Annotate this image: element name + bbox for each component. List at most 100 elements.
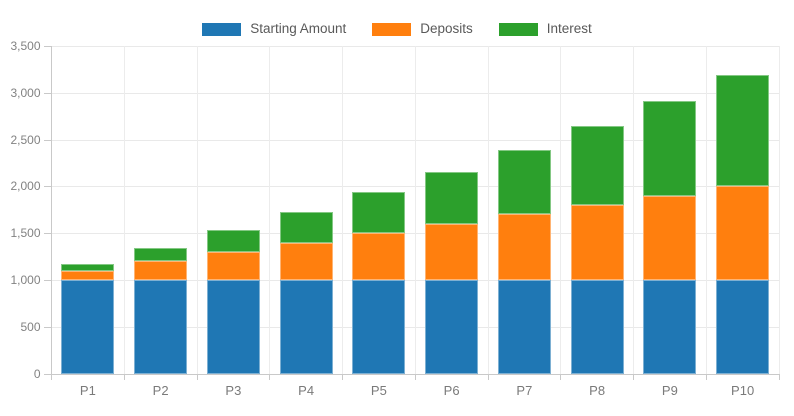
x-axis-tick [123,373,125,380]
bar-segment-p2-deposits[interactable] [134,261,188,280]
y-axis-tick [43,326,51,328]
x-axis-tick [487,373,489,380]
bar-segment-p8-starting-amount[interactable] [570,279,624,374]
x-gridline [487,46,489,374]
legend-swatch-interest [498,22,538,36]
y-axis-label: 0 [33,366,41,381]
bar-segment-p7-deposits[interactable] [497,214,551,280]
chart-legend: Starting Amount Deposits Interest [0,22,794,36]
bar-stack-p6 [425,171,479,374]
y-axis-label: 3,000 [10,85,41,100]
bar-segment-p10-deposits[interactable] [716,186,770,280]
bar-segment-p1-interest[interactable] [61,264,115,271]
y-axis-label: 2,000 [10,179,41,194]
x-gridline [705,46,707,374]
bar-stack-p5 [352,192,406,374]
y-axis-tick [43,46,51,47]
x-axis-tick [414,373,416,380]
y-axis-label: 1,500 [10,226,41,241]
bar-stack-p1 [61,264,115,374]
x-gridline [414,46,416,374]
x-axis-label-p8: P8 [589,382,606,398]
y-axis-label: 500 [20,319,41,334]
bar-segment-p5-deposits[interactable] [352,233,406,280]
y-axis-tick [43,233,51,235]
y-axis-label: 3,500 [10,39,41,53]
x-axis-label-p9: P9 [661,382,678,398]
bar-segment-p1-starting-amount[interactable] [61,279,115,374]
x-gridline [778,46,780,374]
x-gridline [196,46,198,374]
x-gridline [123,46,125,374]
x-axis-tick [269,373,271,380]
bar-stack-p3 [206,230,260,374]
legend-swatch-deposits [372,22,412,36]
y-axis-tick [43,186,51,188]
y-axis-label: 2,500 [10,132,41,147]
bar-segment-p10-starting-amount[interactable] [716,279,770,374]
bar-stack-p7 [497,149,551,374]
bar-stack-p2 [134,247,188,374]
x-gridline [560,46,562,374]
x-axis-tick [705,373,707,380]
legend-label: Deposits [420,21,473,36]
bar-segment-p2-interest[interactable] [134,247,188,262]
x-axis-tick [196,373,198,380]
legend-label: Starting Amount [250,21,347,36]
x-axis-tick [342,373,343,380]
bar-segment-p2-starting-amount[interactable] [134,279,188,374]
bar-segment-p9-interest[interactable] [643,101,697,196]
bar-segment-p10-interest[interactable] [716,75,770,187]
bar-segment-p7-interest[interactable] [497,149,551,215]
x-gridline [342,46,343,374]
bar-stack-p8 [570,126,624,374]
x-axis-label-p3: P3 [225,382,242,398]
x-axis-label-p6: P6 [443,382,460,398]
y-axis-tick [43,279,51,281]
y-axis-label: 1,000 [10,272,41,287]
x-axis-label-p10: P10 [731,382,755,398]
legend-swatch-starting-amount [202,22,242,36]
y-axis-tick [43,373,51,375]
bar-segment-p6-deposits[interactable] [425,223,479,280]
bar-segment-p8-interest[interactable] [570,126,624,206]
legend-label: Interest [546,21,592,36]
x-axis-label-p5: P5 [370,382,387,398]
bar-stack-p9 [643,101,697,374]
bar-segment-p4-deposits[interactable] [279,242,333,280]
x-axis-tick [560,373,562,380]
x-gridline [633,46,634,374]
legend-item-interest[interactable]: Interest [498,21,592,36]
bar-segment-p7-starting-amount[interactable] [497,279,551,374]
x-axis-label-p2: P2 [152,382,169,398]
bar-segment-p9-starting-amount[interactable] [643,279,697,374]
bar-segment-p5-interest[interactable] [352,192,406,234]
bar-segment-p5-starting-amount[interactable] [352,279,406,374]
bar-segment-p6-interest[interactable] [425,171,479,224]
x-gridline [269,46,271,374]
x-axis-tick [778,373,780,380]
bar-segment-p4-interest[interactable] [279,212,333,243]
bar-stack-p4 [279,212,333,374]
bar-segment-p3-starting-amount[interactable] [206,279,260,374]
bar-segment-p6-starting-amount[interactable] [425,279,479,374]
bar-segment-p1-deposits[interactable] [61,270,115,280]
x-axis-label-p7: P7 [516,382,533,398]
x-axis-tick [633,373,634,380]
x-axis-tick [51,373,52,380]
bar-segment-p8-deposits[interactable] [570,205,624,280]
bar-segment-p4-starting-amount[interactable] [279,279,333,374]
legend-item-starting-amount[interactable]: Starting Amount [202,22,346,36]
x-axis-label-p4: P4 [298,382,315,398]
y-axis-tick [43,139,51,141]
y-axis-line [50,46,52,380]
plot-area: 0 500 1,000 1,500 2,000 2,500 3,000 3,500 P1 P2 P3… [10,39,780,398]
x-axis-label-p1: P1 [79,382,96,398]
legend-item-deposits[interactable]: Deposits [372,22,473,36]
bar-segment-p3-interest[interactable] [206,230,260,252]
bar-segment-p3-deposits[interactable] [206,251,260,280]
bar-segment-p9-deposits[interactable] [643,195,697,280]
bar-stack-p10 [716,75,770,374]
y-axis-tick [43,92,51,94]
